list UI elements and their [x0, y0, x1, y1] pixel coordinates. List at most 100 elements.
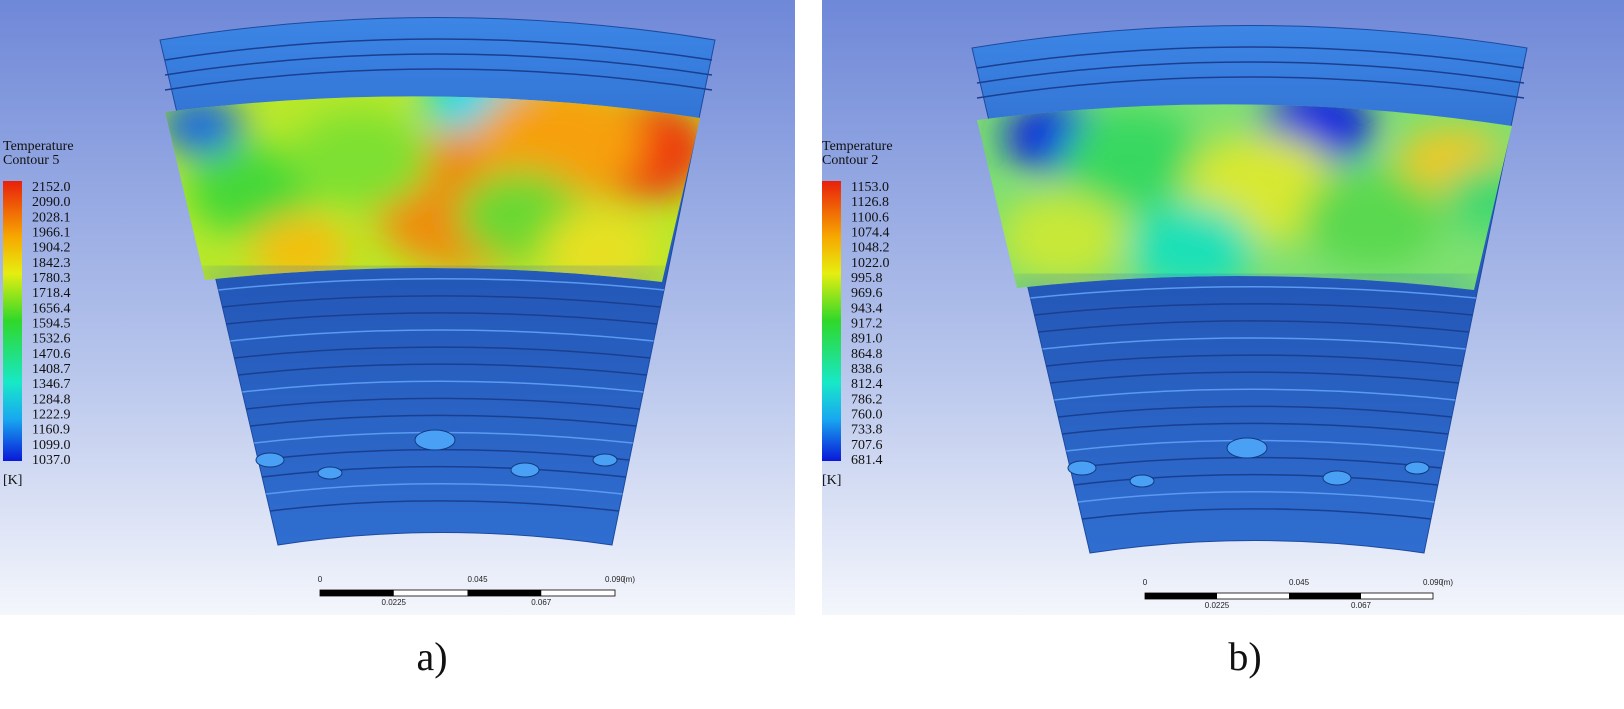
- casing-ring: [164, 38, 713, 61]
- scale-label: 0.045: [468, 575, 489, 584]
- dilution-hole: [255, 452, 285, 468]
- dilution-hole: [1322, 470, 1352, 486]
- legend-tick-label: 1842.3: [32, 256, 71, 271]
- legend-tick-label: 1904.2: [32, 241, 71, 256]
- contour-blob: [290, 110, 430, 210]
- contour: [165, 96, 700, 282]
- casing-ring: [1046, 354, 1463, 367]
- legend-unit: [K]: [3, 473, 22, 488]
- contour-blob: [1443, 163, 1512, 233]
- casing-ring: [265, 483, 623, 495]
- casing-ring: [1054, 388, 1456, 401]
- legend-tick-label: 2028.1: [32, 210, 71, 225]
- scale-label: 0.090: [605, 575, 626, 584]
- casing-ring: [1034, 303, 1473, 316]
- casing-ring: [1042, 337, 1466, 350]
- dilution-hole: [1067, 460, 1097, 476]
- contour-blob: [476, 96, 644, 200]
- casing-ring: [218, 277, 665, 291]
- scale-label: 0: [1143, 578, 1148, 587]
- casing-ring: [226, 312, 658, 325]
- scale-label: (m): [1441, 578, 1453, 587]
- dilution-hole: [1226, 437, 1268, 459]
- casing-ring: [246, 397, 640, 410]
- legend-tick-label: 969.6: [851, 286, 883, 301]
- legend-tick-label: 1037.0: [32, 453, 71, 468]
- casing-ring: [262, 465, 626, 478]
- casing-ring: [1077, 491, 1435, 503]
- scale-label: 0: [318, 575, 323, 584]
- legend-tick-label: 1022.0: [851, 256, 890, 271]
- contour-blob: [999, 193, 1125, 283]
- legend-tick-label: 1126.8: [851, 195, 889, 210]
- legend-title: Temperature: [3, 139, 74, 154]
- legend-tick-label: 1048.2: [851, 241, 890, 256]
- legend-tick-label: 1160.9: [32, 423, 70, 438]
- contour-blob: [1302, 168, 1442, 268]
- dilution-hole: [592, 453, 618, 467]
- casing-ring: [234, 346, 651, 359]
- casing-ring: [1058, 405, 1452, 418]
- casing-ring: [269, 500, 620, 512]
- casing-ring: [164, 53, 713, 76]
- dilution-hole: [510, 462, 540, 478]
- casing-ring: [242, 380, 644, 393]
- casing-ring: [976, 76, 1525, 99]
- scale-label: 0.0225: [382, 598, 407, 607]
- casing-ring: [976, 46, 1525, 69]
- legend-tick-label: 681.4: [851, 453, 883, 468]
- dilution-hole: [414, 429, 456, 451]
- legend-tick-label: 1966.1: [32, 226, 71, 241]
- casing-ring: [1081, 508, 1432, 520]
- legend-tick-label: 2090.0: [32, 195, 71, 210]
- legend-tick-label: 1408.7: [32, 362, 71, 377]
- legend-tick-label: 760.0: [851, 408, 883, 423]
- legend-tick-label: 786.2: [851, 392, 883, 407]
- contour-blob: [1129, 203, 1255, 290]
- legend-tick-label: 707.6: [851, 438, 883, 453]
- scale-label: (m): [623, 575, 635, 584]
- casing-ring: [164, 68, 713, 91]
- scale-label: 0.090: [1423, 578, 1444, 587]
- casing-ring: [230, 329, 654, 342]
- scale-label: 0.067: [1351, 601, 1372, 610]
- scale-bar-segment: [320, 590, 394, 596]
- casing-ring: [1030, 285, 1477, 299]
- scale-label: 0.067: [531, 598, 552, 607]
- legend-tick-label: 2152.0: [32, 180, 71, 195]
- dilution-hole: [1404, 461, 1430, 475]
- legend-tick-label: 1718.4: [32, 286, 71, 301]
- scale-bar-segment: [467, 590, 542, 596]
- scale-label: 0.045: [1289, 578, 1310, 587]
- legend-subtitle: Contour 5: [3, 153, 59, 168]
- legend-tick-label: 995.8: [851, 271, 883, 286]
- panel-caption: a): [416, 634, 447, 679]
- legend-tick-label: 812.4: [851, 377, 883, 392]
- casing-ring: [222, 295, 661, 308]
- casing-ring: [1074, 473, 1438, 486]
- legend-tick-label: 1780.3: [32, 271, 71, 286]
- legend-title: Temperature: [822, 139, 893, 154]
- legend-tick-label: 1222.9: [32, 408, 71, 423]
- casing-ring: [1038, 320, 1470, 333]
- panel: [159, 17, 716, 546]
- legend-unit: [K]: [822, 473, 841, 488]
- contour-blob: [1062, 108, 1202, 208]
- contour-blobs: [165, 96, 700, 282]
- legend-tick-label: 1346.7: [32, 377, 71, 392]
- color-bar: [3, 181, 22, 461]
- panel: [971, 25, 1528, 554]
- legend-tick-label: 891.0: [851, 332, 883, 347]
- casing-ring: [250, 414, 637, 427]
- legend-tick-label: 943.4: [851, 301, 883, 316]
- legend-tick-label: 1594.5: [32, 317, 71, 332]
- contour-blob: [187, 145, 313, 235]
- dilution-hole: [1129, 474, 1155, 488]
- legend-tick-label: 917.2: [851, 317, 883, 332]
- legend-tick-label: 1284.8: [32, 392, 71, 407]
- legend-subtitle: Contour 2: [822, 153, 878, 168]
- legend-tick-label: 864.8: [851, 347, 883, 362]
- scale-bar-segment: [1289, 593, 1361, 599]
- casing-ring: [976, 61, 1525, 84]
